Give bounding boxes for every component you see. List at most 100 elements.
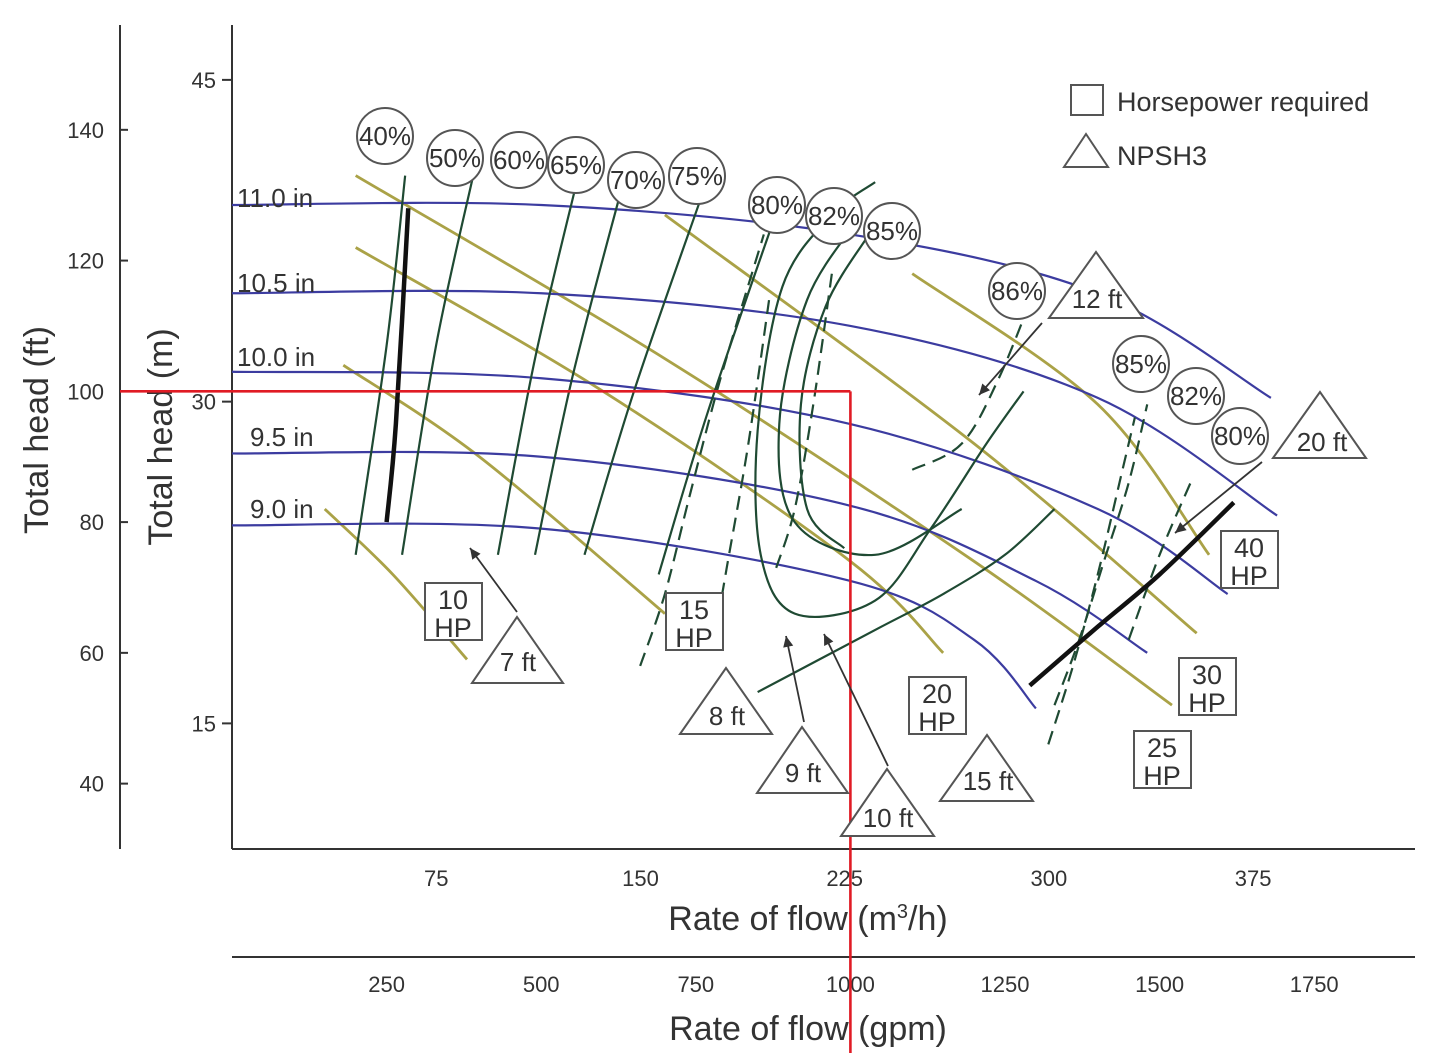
npsh3-lines (639, 234, 1192, 745)
hp-line (354, 246, 945, 654)
efficiency-label: 80% (751, 190, 803, 220)
legend-square-icon (1070, 84, 1104, 116)
x-m3h-tick-label: 375 (1235, 866, 1272, 891)
efficiency-label: 85% (1115, 349, 1167, 379)
efficiency-circle (748, 176, 806, 234)
efficiency-lines (354, 175, 1056, 694)
y-axis-ft-title: Total head (ft) (18, 326, 56, 534)
impeller-label: 9.5 in (250, 422, 314, 452)
x-axis-m3h-title: Rate of flow (m3/h) (668, 900, 947, 938)
impeller-label: 10.0 in (237, 342, 315, 372)
efficiency-line (583, 194, 704, 556)
impeller-label: 10.5 in (237, 268, 315, 298)
y-ft-tick-label: 40 (80, 772, 104, 797)
efficiency-label: 65% (550, 150, 602, 180)
efficiency-line (777, 220, 963, 557)
efficiency-circle (805, 187, 863, 245)
impeller-curve (231, 289, 1278, 517)
horsepower-label: 15 HP (675, 595, 713, 653)
y-m-tick-label: 15 (192, 711, 216, 736)
efficiency-circle (547, 136, 605, 194)
legend: Horsepower required NPSH3 (1062, 84, 1369, 171)
x-gpm-tick-label: 1750 (1290, 972, 1339, 997)
npsh3-line (713, 293, 772, 640)
x-gpm-tick-label: 250 (368, 972, 405, 997)
efficiency-circle (426, 129, 484, 187)
efficiency-line (354, 175, 407, 555)
efficiency-label: 60% (493, 145, 545, 175)
npsh3-arrowhead (470, 548, 481, 560)
x-m3h-tick-label: 75 (424, 866, 448, 891)
x-gpm-tick-label: 1500 (1135, 972, 1184, 997)
legend-triangle-icon (1062, 132, 1110, 168)
y-ft-tick-label: 80 (80, 510, 104, 535)
hp-line (911, 272, 1211, 556)
efficiency-label: 70% (610, 165, 662, 195)
x-m3h-tick-label: 150 (622, 866, 659, 891)
efficiency-circle (863, 202, 921, 260)
y-ft-tick-label: 60 (80, 641, 104, 666)
efficiency-line (533, 188, 623, 556)
efficiency-line (400, 175, 475, 555)
y-axis-ft-ticks: 40 60 80 100 120 140 (67, 118, 128, 797)
hp-line (354, 174, 1173, 707)
efficiency-label: 82% (808, 201, 860, 231)
npsh3-arrowhead (783, 636, 794, 648)
x-gpm-tick-label: 500 (523, 972, 560, 997)
horsepower-label: 40 HP (1230, 533, 1268, 591)
limit-curve (1028, 500, 1236, 688)
npsh3-arrow (785, 635, 805, 723)
horsepower-label: 20 HP (918, 679, 956, 737)
npsh3-line (1053, 404, 1149, 706)
efficiency-circle (1112, 335, 1170, 393)
horsepower-label: 25 HP (1143, 733, 1181, 791)
y-ft-tick-label: 140 (67, 118, 104, 143)
efficiency-label: 85% (866, 216, 918, 246)
horsepower-box (424, 582, 483, 641)
efficiency-line (496, 175, 580, 555)
impeller-label: 11.0 in (237, 183, 313, 213)
efficiency-line (798, 233, 870, 550)
operating-point-lines (120, 390, 852, 1053)
curve-labels: 11.0 in 10.5 in 10.0 in 9.5 in 9.0 in 40% 50% 6… (237, 107, 1368, 837)
efficiency-label: 82% (1170, 381, 1222, 411)
limit-curves (384, 208, 1236, 688)
x-axis-gpm-title: Rate of flow (gpm) (669, 1010, 947, 1048)
efficiency-label: 80% (1214, 421, 1266, 451)
y-m-tick-label: 30 (192, 390, 216, 415)
efficiency-circle (607, 151, 665, 209)
npsh3-label: 8 ft (709, 701, 746, 731)
efficiency-label: 50% (429, 143, 481, 173)
efficiency-circle (988, 262, 1046, 320)
npsh3-arrow (823, 633, 889, 767)
horsepower-box (665, 592, 724, 651)
efficiency-line (754, 181, 1025, 618)
efficiency-label: 86% (991, 276, 1043, 306)
npsh3-line (1047, 417, 1136, 745)
x-gpm-tick-label: 1250 (981, 972, 1030, 997)
horsepower-box (1178, 657, 1237, 716)
y-axis-m-ticks: 15 30 45 (192, 68, 232, 736)
npsh3-arrow (1174, 461, 1263, 534)
npsh3-label: 7 ft (500, 647, 537, 677)
efficiency-circle (1167, 367, 1225, 425)
hp-line (342, 364, 666, 615)
horsepower-lines (323, 174, 1211, 707)
npsh3-line (1127, 482, 1192, 641)
npsh3-line (775, 273, 833, 569)
x-m3h-tick-label: 300 (1031, 866, 1068, 891)
npsh3-label: 12 ft (1072, 284, 1123, 314)
efficiency-line (657, 194, 784, 575)
npsh3-triangle (1271, 390, 1368, 459)
npsh3-arrowhead (1175, 522, 1187, 533)
horsepower-label: 10 HP (434, 585, 472, 643)
npsh3-triangle (938, 733, 1035, 802)
y-ft-tick-label: 100 (67, 379, 104, 404)
impeller-curve (231, 370, 1229, 595)
x-gpm-tick-label: 750 (677, 972, 714, 997)
y-m-tick-label: 45 (192, 68, 216, 93)
npsh3-label: 20 ft (1297, 427, 1348, 457)
x-axis-gpm-ticks: 250 500 750 1000 1250 1500 1750 (368, 972, 1338, 997)
npsh3-line (639, 234, 765, 667)
